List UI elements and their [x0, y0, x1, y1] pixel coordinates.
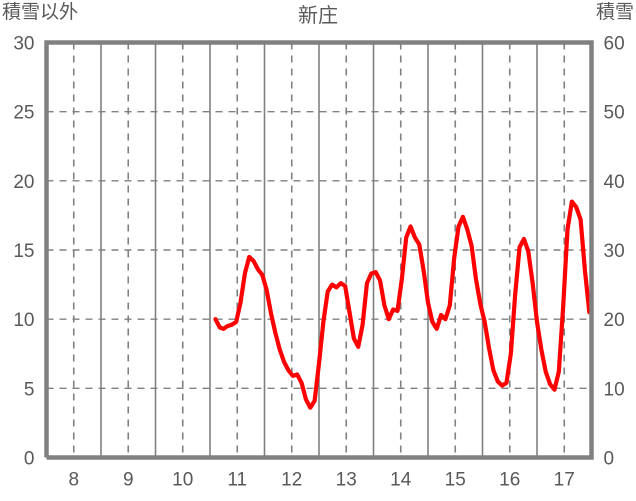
left-tick-label: 15	[13, 241, 34, 262]
right-axis-title: 積雪	[595, 2, 634, 23]
right-tick-label: 30	[604, 241, 625, 262]
right-tick-label: 60	[604, 34, 625, 55]
x-tick-label: 12	[281, 470, 302, 491]
axis-frame	[44, 40, 594, 460]
left-tick-label: 10	[13, 310, 34, 331]
x-tick-label: 15	[445, 470, 466, 491]
right-tick-label: 10	[604, 379, 625, 400]
x-tick-label: 16	[499, 470, 520, 491]
right-tick-label: 40	[604, 172, 625, 193]
right-tick-label: 50	[604, 103, 625, 124]
plot-frame	[44, 40, 594, 460]
x-axis-tick-labels: 8 9 10 11 12 13 14 15 16 17	[68, 470, 574, 491]
left-tick-label: 5	[24, 379, 35, 400]
left-axis-title: 積雪以外	[2, 2, 79, 23]
chart-title: 新庄	[298, 5, 338, 27]
left-tick-label: 25	[13, 103, 34, 124]
left-tick-label: 20	[13, 172, 34, 193]
right-tick-label: 20	[604, 310, 625, 331]
left-axis-tick-labels: 0 5 10 15 20 25 30	[13, 34, 34, 470]
left-tick-label: 0	[24, 449, 35, 470]
x-tick-label: 9	[123, 470, 134, 491]
x-tick-label: 8	[68, 470, 79, 491]
left-tick-label: 30	[13, 34, 34, 55]
x-tick-label: 11	[227, 470, 247, 491]
x-tick-label: 17	[554, 470, 575, 491]
right-axis-tick-labels: 0 10 20 30 40 50 60	[604, 34, 625, 470]
right-tick-label: 0	[604, 449, 615, 470]
x-tick-label: 10	[172, 470, 193, 491]
x-tick-label: 13	[336, 470, 357, 491]
series-line-other	[213, 199, 592, 410]
x-tick-label: 14	[390, 470, 412, 491]
